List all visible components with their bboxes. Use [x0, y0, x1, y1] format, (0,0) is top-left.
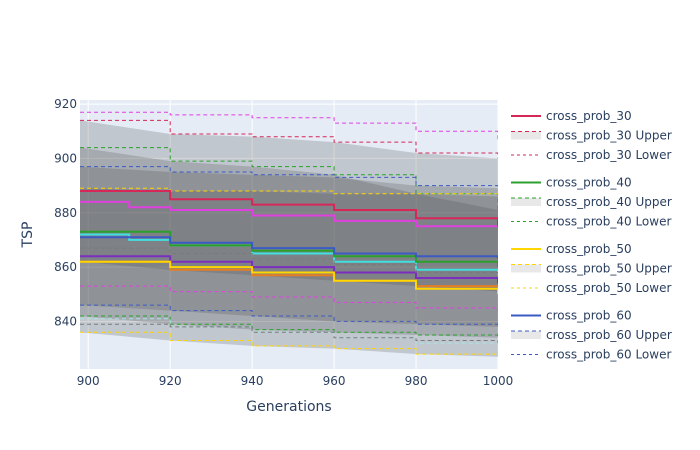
legend-label: cross_prob_60 Upper: [546, 328, 672, 342]
legend-swatch-fill: [511, 131, 541, 140]
legend-label: cross_prob_60: [546, 309, 632, 323]
legend-item: cross_prob_50 Lower: [511, 281, 671, 295]
y-tick-label: 840: [54, 314, 77, 328]
extra-line-7: [80, 247, 498, 278]
x-tick-label: 980: [405, 374, 428, 388]
band-cross_prob_30: [80, 120, 498, 292]
mean-line-cross_prob_50: [80, 260, 498, 295]
upper-line-cross_prob_60: [80, 166, 498, 189]
legend-item: cross_prob_30: [511, 109, 632, 123]
upper-line-cross_prob_40: [80, 147, 498, 210]
extra-line-1: [80, 200, 498, 232]
y-tick-label: 900: [54, 151, 77, 165]
lower-line-cross_prob_60: [80, 304, 498, 327]
y-axis-ticks: 840 860 880 900 920: [54, 97, 77, 328]
x-tick-label: 900: [77, 374, 100, 388]
lower-line-cross_prob_40: [80, 315, 498, 338]
legend-item: cross_prob_60 Upper: [511, 328, 672, 342]
upper-line-cross_prob_30: [80, 119, 498, 159]
extra-line-2: [80, 285, 498, 311]
extra-line-8: [80, 323, 498, 344]
legend-label: cross_prob_40 Lower: [546, 215, 671, 229]
legend-item: cross_prob_50: [511, 242, 632, 256]
extra-line-0: [80, 111, 498, 143]
mean-line-cross_prob_30: [80, 190, 498, 227]
mean-line-cross_prob_60: [80, 236, 498, 259]
x-tick-label: 920: [159, 374, 182, 388]
legend-label: cross_prob_40: [546, 176, 632, 190]
legend-label: cross_prob_50 Upper: [546, 262, 672, 276]
legend-label: cross_prob_30: [546, 109, 632, 123]
lower-line-cross_prob_50: [80, 331, 498, 357]
legend-label: cross_prob_30 Upper: [546, 129, 672, 143]
series-lines: [80, 111, 498, 357]
y-tick-label: 860: [54, 260, 77, 274]
band-cross_prob_60: [80, 166, 498, 327]
legend-item: cross_prob_40 Lower: [511, 215, 671, 229]
y-axis-label: TSP: [20, 222, 36, 249]
legend-item: cross_prob_40 Upper: [511, 195, 672, 209]
legend-item: cross_prob_50 Upper: [511, 262, 672, 276]
legend-swatch-fill: [511, 198, 541, 206]
x-tick-label: 960: [323, 374, 346, 388]
x-axis-label: Generations: [246, 399, 331, 415]
y-tick-label: 880: [54, 206, 77, 220]
legend-item: cross_prob_30 Lower: [511, 148, 671, 162]
legend-item: cross_prob_40: [511, 176, 632, 190]
legend-label: cross_prob_50 Lower: [546, 281, 671, 295]
y-tick-label: 920: [54, 97, 77, 111]
legend-swatch-fill: [511, 331, 541, 339]
legend-item: cross_prob_60 Lower: [511, 348, 671, 362]
x-tick-label: 940: [241, 374, 264, 388]
legend-item: cross_prob_30 Upper: [511, 129, 672, 143]
upper-line-cross_prob_50: [80, 187, 498, 197]
x-tick-label: 1000: [483, 374, 514, 388]
legend-label: cross_prob_50: [546, 242, 632, 256]
legend-label: cross_prob_30 Lower: [546, 148, 671, 162]
extra-line-3: [80, 255, 498, 284]
legend-label: cross_prob_40 Upper: [546, 195, 672, 209]
band-cross_prob_40: [80, 147, 498, 338]
legend-item: cross_prob_60: [511, 309, 632, 323]
legend: cross_prob_30 cross_prob_30 Upper cross_pr…: [511, 109, 672, 362]
legend-label: cross_prob_60 Lower: [546, 348, 671, 362]
x-axis-ticks: 900 920 940 960 980 1000: [77, 374, 514, 388]
legend-swatch-fill: [511, 264, 541, 273]
confidence-bands: [80, 120, 498, 357]
